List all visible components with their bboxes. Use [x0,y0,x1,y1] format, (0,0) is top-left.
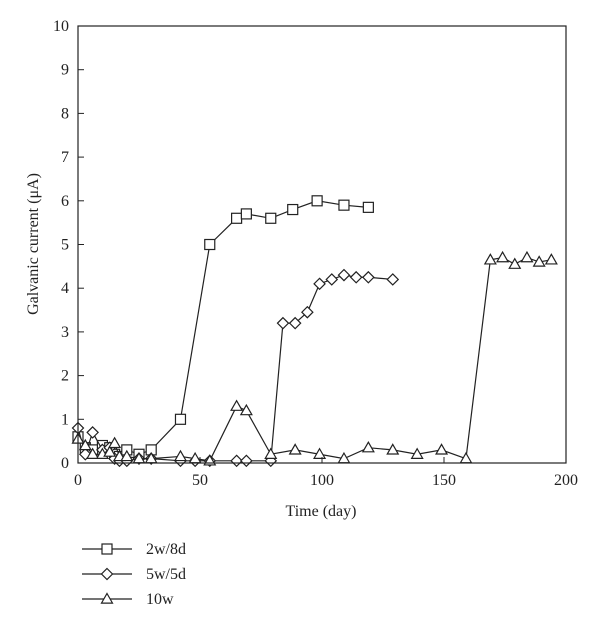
data-point [325,273,339,286]
data-point [231,212,243,224]
data-point [508,257,522,269]
data-point [86,447,100,459]
y-tick-label: 6 [61,193,69,210]
legend-marker [100,567,114,581]
data-point [313,447,327,459]
data-point [103,445,117,457]
data-point [288,316,302,330]
plot-area [71,195,558,468]
data-point [337,268,351,282]
data-point [120,449,134,462]
data-point [78,438,92,451]
data-point [239,403,253,416]
legend-entry: 10w [82,591,174,608]
data-point [301,305,314,319]
data-point [108,436,122,449]
y-tick-label: 10 [53,18,69,35]
legend-entry: 5w/5d [82,566,186,583]
series-line [77,200,369,458]
y-tick-label: 7 [61,149,69,166]
series-10w [71,250,558,466]
data-point [386,273,400,286]
legend-label: 5w/5d [146,566,186,583]
data-point [520,250,534,263]
y-tick-label: 3 [61,324,69,341]
data-point [276,316,290,330]
x-tick-label: 0 [74,472,82,489]
data-point [86,426,99,439]
data-point [349,270,363,284]
data-point [240,208,252,220]
data-point [264,447,278,459]
y-tick-label: 0 [61,455,69,472]
data-point [265,212,277,224]
x-axis-title: Time (day) [286,503,357,520]
data-point [386,443,400,455]
data-point [288,443,302,455]
data-point [174,413,187,425]
y-tick-label: 4 [61,280,69,297]
series-line [77,256,552,462]
legend-marker [100,592,114,604]
y-tick-label: 2 [61,368,69,385]
data-point [311,195,323,207]
data-point [361,440,375,453]
data-point [544,253,558,265]
data-point [338,199,350,211]
data-point [204,238,216,251]
x-tick-label: 50 [192,472,208,489]
y-tick-label: 9 [61,62,69,79]
y-tick-label: 8 [61,105,69,122]
legend-label: 2w/8d [146,541,186,558]
x-tick-label: 150 [432,472,456,489]
data-point [230,399,244,411]
data-point [435,443,449,455]
data-point [362,201,374,213]
x-tick-label: 200 [554,472,578,489]
data-point [173,449,188,462]
data-point [496,250,510,263]
data-point [483,253,497,265]
plot-frame [77,25,567,464]
legend-label: 10w [146,591,174,608]
data-point [459,451,473,464]
legend-marker [101,543,113,555]
legend-entry: 2w/8d [82,541,186,558]
series-2w/8d [72,195,374,463]
y-tick-label: 1 [61,411,69,428]
y-tick-label: 5 [61,237,69,254]
series-5w/5d [71,268,400,468]
data-point [240,454,253,468]
series-line [77,274,393,462]
y-axis-title: Galvanic current (μA) [25,173,42,315]
data-point [410,447,424,459]
data-point [362,270,375,284]
data-point [313,277,326,291]
legend: 2w/8d 5w/5d 10w [82,541,186,608]
data-point [532,255,546,267]
x-tick-label: 100 [310,472,334,489]
data-point [287,203,299,216]
